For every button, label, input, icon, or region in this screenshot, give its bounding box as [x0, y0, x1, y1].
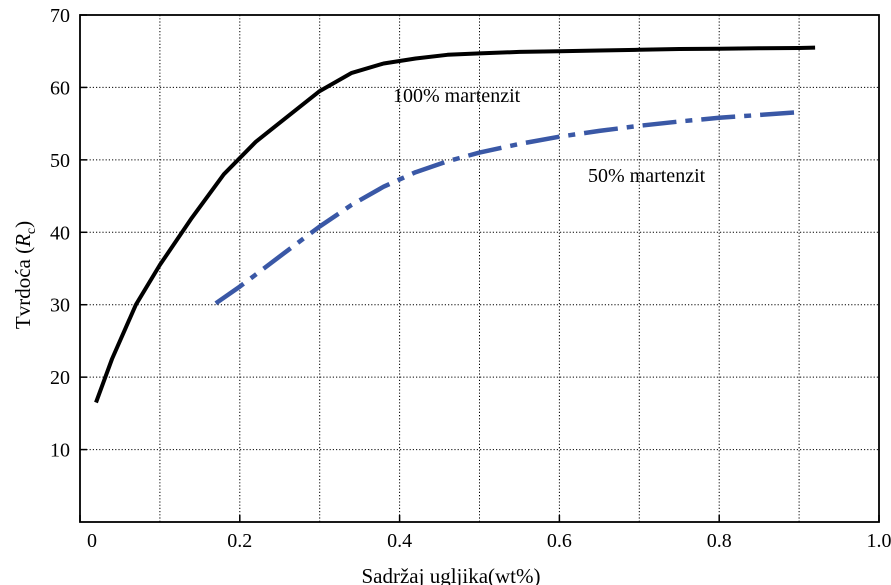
plot-area-frame	[79, 14, 880, 523]
x-tick-label: 1.0	[867, 530, 891, 552]
series-100-martenzit-line	[94, 45, 816, 404]
y-tick-label: 40	[50, 222, 70, 244]
series-label-50: 50% martenzit	[588, 165, 706, 187]
y-tick-label: 30	[50, 295, 70, 317]
y-tick-label: 60	[50, 77, 70, 99]
x-axis-title: Sadržaj ugljika(wt%)	[361, 564, 540, 585]
x-tick-label: 0.8	[707, 530, 732, 552]
y-tick-label: 70	[50, 5, 70, 27]
axis-ticks: 0 0.2 0.4 0.6 0.8 1.0 10 20 30 40 50 60 70	[50, 5, 891, 552]
y-axis-title: Tvrdoća (Rc)	[11, 221, 39, 329]
grid-lines	[80, 15, 879, 522]
y-axis-title-main: Tvrdoća (	[11, 247, 35, 329]
y-axis-title-close: )	[11, 221, 35, 228]
y-tick-label: 20	[50, 367, 70, 389]
y-tick-label: 10	[50, 440, 70, 462]
x-tick-label: 0.2	[227, 530, 252, 552]
x-tick-label: 0	[87, 530, 97, 552]
y-axis-title-subscript: c	[24, 228, 39, 234]
data-series	[94, 45, 816, 404]
y-axis-title-symbol: R	[11, 234, 35, 248]
series-50-martenzit-line	[214, 109, 800, 306]
series-label-100: 100% martenzit	[393, 85, 521, 107]
x-tick-label: 0.4	[387, 530, 412, 552]
x-tick-label: 0.6	[547, 530, 572, 552]
y-tick-label: 50	[50, 150, 70, 172]
